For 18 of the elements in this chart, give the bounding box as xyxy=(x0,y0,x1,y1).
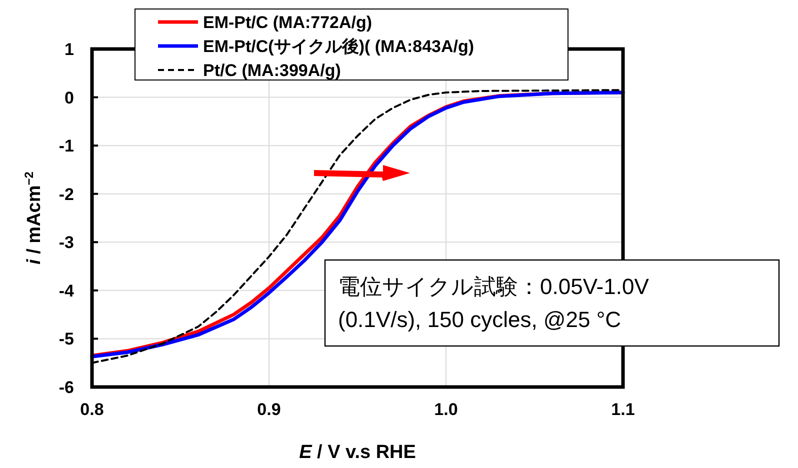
y-tick-label: -5 xyxy=(58,330,74,349)
y-tick-label: -4 xyxy=(58,281,75,300)
x-tick-label: 0.9 xyxy=(257,400,281,419)
y-tick-label: -1 xyxy=(58,136,74,156)
y-tick-label: 0 xyxy=(64,88,74,108)
y-tick-label: 1 xyxy=(64,40,74,59)
x-tick-label: 0.8 xyxy=(80,400,104,419)
annotation: 電位サイクル試験：0.05V-1.0V (0.1V/s), 150 cycles, @25 °C xyxy=(338,274,650,332)
legend-label: EM-Pt/C(サイクル後)( (MA:843A/g) xyxy=(203,37,474,56)
legend-label: Pt/C (MA:399A/g) xyxy=(203,61,341,80)
x-tick-label: 1.1 xyxy=(611,400,635,419)
y-tick-label: -6 xyxy=(58,378,74,397)
x-axis-title: E / V v.s RHE xyxy=(299,442,416,463)
note: 電位サイクル試験：0.05V-1.0V (0.1V/s), 150 cycles, @25 °C xyxy=(324,259,780,347)
y-tick-label: -3 xyxy=(58,233,74,252)
x-tick-label: 1.0 xyxy=(434,400,458,419)
legend-label: EM-Pt/C (MA:772A/g) xyxy=(203,13,372,32)
y-tick-label: -2 xyxy=(58,184,74,204)
